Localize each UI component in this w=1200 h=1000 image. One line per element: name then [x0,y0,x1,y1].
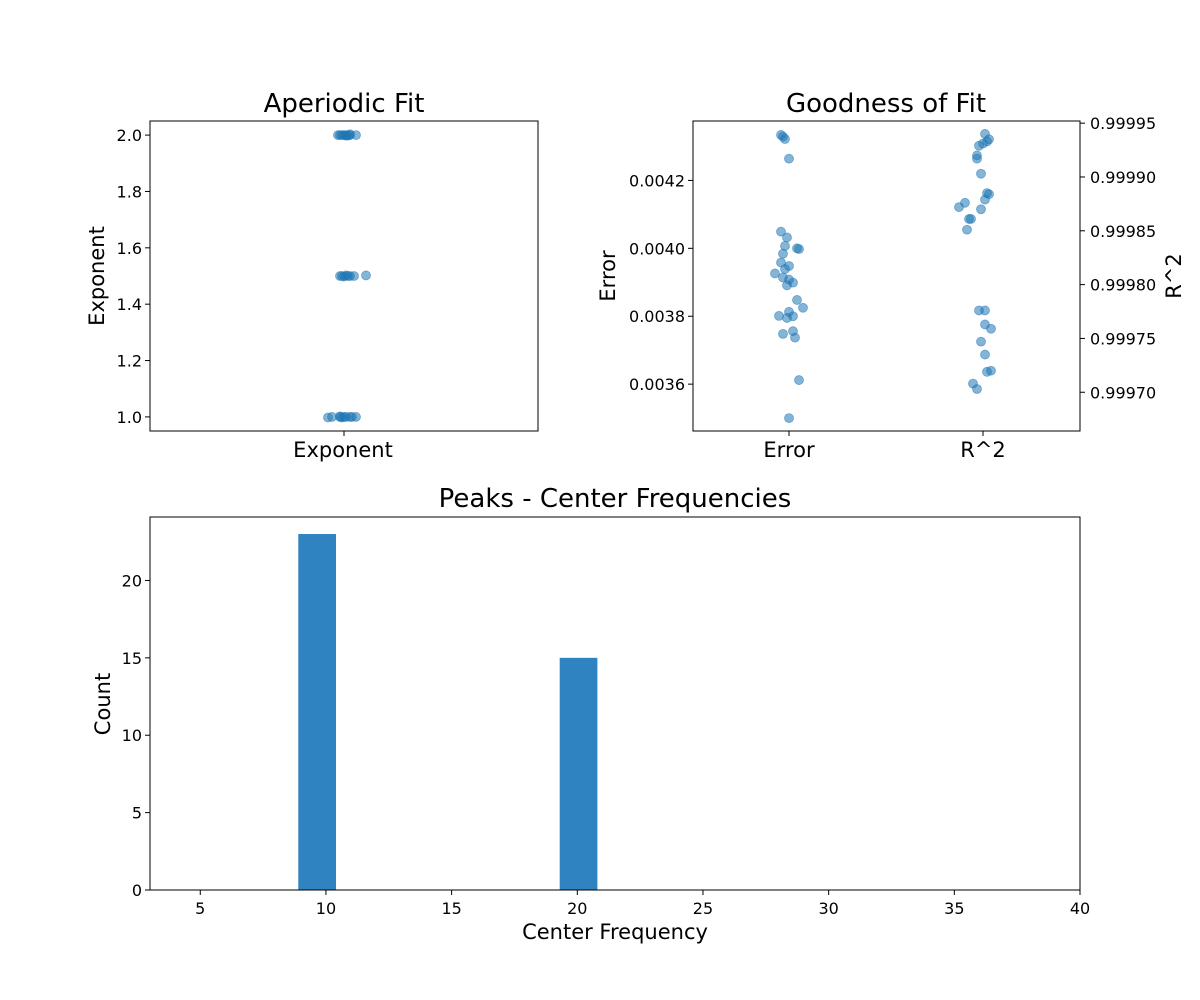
error-point [784,153,794,164]
peaks-x-tick-label: 35 [944,899,964,918]
goodness-of-fit-right-y-tick-label: 0.99970 [1090,383,1156,402]
error-point [782,313,792,323]
error-point [782,232,792,243]
aperiodic-fit-point [335,411,345,422]
peaks-x-tick-label: 30 [818,899,838,918]
error-point [792,295,802,305]
goodness-of-fit-x-tick-label-error: Error [763,438,815,462]
peaks-bar [298,534,336,890]
goodness-of-fit-left-y-tick-label: 0.0038 [629,307,685,326]
peaks-x-tick-label: 15 [441,899,461,918]
goodness-of-fit-left-y-tick-label: 0.0042 [629,171,685,190]
error-point [774,310,784,321]
aperiodic-fit-title: Aperiodic Fit [264,89,425,119]
peaks-x-tick-label: 20 [567,899,587,918]
aperiodic-fit-y-tick-label: 1.2 [117,352,142,371]
peaks-y-tick-label: 15 [122,649,142,668]
peaks-x-tick-label: 25 [693,899,713,918]
goodness-of-fit-left-y-label: Error [596,250,620,302]
aperiodic-fit-point [351,412,361,422]
peaks-y-label: Count [91,673,115,735]
goodness-of-fit-y-ticks: 0.0036 0.0038 0.0040 0.0042 0.99970 0.99975 0.… [629,114,1156,436]
goodness-of-fit-title: Goodness of Fit [786,89,986,119]
goodness-of-fit-left-y-tick-label: 0.0040 [629,239,685,258]
aperiodic-fit-y-tick-label: 1.4 [117,295,142,314]
r2-point [980,305,990,316]
peaks-y-tick-label: 10 [122,726,142,745]
r2-point [980,349,990,360]
peaks-frame [149,516,1081,891]
error-point [798,302,808,313]
aperiodic-fit-y-label: Exponent [85,226,109,326]
r2-point [972,153,982,164]
peaks-bar [559,657,598,890]
aperiodic-fit-point [361,270,371,281]
goodness-of-fit-right-y-tick-label: 0.99985 [1090,222,1156,241]
r2-point [986,323,996,334]
peaks-y-tick-label: 20 [122,571,142,590]
error-point [784,413,794,423]
aperiodic-fit-frame [149,120,539,432]
peaks-x-label: Center Frequency [522,920,708,944]
r2-point [954,202,964,213]
goodness-of-fit-right-y-label: R^2 [1162,253,1186,299]
aperiodic-fit-y-tick-label: 1.0 [117,408,142,427]
goodness-of-fit-frame [692,120,1081,432]
r2-point [982,366,992,377]
aperiodic-fit-points [323,129,371,423]
goodness-of-fit-right-y-tick-label: 0.99975 [1090,329,1156,348]
goodness-of-fit-right-y-tick-label: 0.99980 [1090,276,1156,295]
goodness-of-fit-points [770,129,996,423]
goodness-of-fit-right-y-tick-label: 0.99995 [1090,114,1156,133]
r2-point [962,224,972,235]
peaks-x-tick-label: 5 [195,899,205,918]
r2-point [966,214,976,224]
aperiodic-fit-y-tick-label: 1.8 [117,182,142,201]
peaks-ticks: 5 10 15 20 25 30 35 40 0 5 10 15 20 [122,571,1091,918]
goodness-of-fit-right-y-tick-label: 0.99990 [1090,168,1156,187]
aperiodic-fit-y-ticks: 1.0 1.2 1.4 1.6 1.8 2.0 [117,126,345,436]
r2-point [972,384,982,394]
r2-point [976,336,986,347]
aperiodic-fit-panel: Aperiodic Fit Exponent Exponent 1.01.21.… [85,89,539,462]
error-point [778,328,788,339]
r2-point [980,194,990,205]
aperiodic-fit-x-tick-label: Exponent [293,438,393,462]
error-point [782,280,792,291]
aperiodic-fit-y-tick-label: 1.6 [117,239,142,258]
error-point [780,264,790,274]
aperiodic-fit-point [341,130,351,141]
error-point [794,244,804,254]
peaks-x-tick-label: 40 [1070,899,1090,918]
peaks-bars [298,534,598,890]
aperiodic-fit-y-tick-label: 2.0 [117,126,142,145]
aperiodic-fit-point [341,270,351,281]
goodness-of-fit-left-y-tick-label: 0.0036 [629,375,685,394]
error-point [770,268,780,279]
peaks-title: Peaks - Center Frequencies [439,484,792,514]
r2-point [974,140,984,151]
peaks-y-tick-label: 0 [132,881,142,900]
error-point [776,226,786,237]
peaks-y-tick-label: 5 [132,804,142,823]
r2-point [976,204,986,215]
peaks-center-frequencies-panel: Peaks - Center Frequencies Count Center … [91,484,1090,944]
goodness-of-fit-x-tick-label-r2: R^2 [960,438,1006,462]
goodness-of-fit-panel: Goodness of Fit Error R^2 Error R^2 0.00… [596,89,1186,462]
error-point [790,332,800,343]
error-point [780,134,790,144]
r2-point [976,168,986,179]
peaks-x-tick-label: 10 [316,899,336,918]
error-point [794,375,804,385]
error-point [778,248,788,259]
